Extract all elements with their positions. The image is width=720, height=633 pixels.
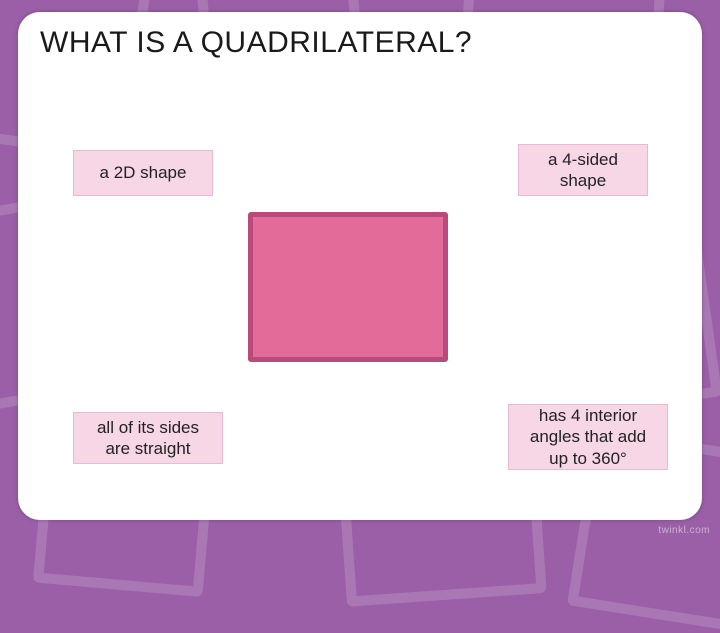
watermark: twinkl.com bbox=[658, 525, 710, 536]
fact-text: has 4 interior angles that add up to 360… bbox=[519, 405, 657, 469]
page-title: WHAT IS A QUADRILATERAL? bbox=[40, 26, 472, 60]
fact-text: a 2D shape bbox=[100, 162, 187, 183]
fact-box-4-sided: a 4-sided shape bbox=[518, 144, 648, 196]
fact-box-interior-angles: has 4 interior angles that add up to 360… bbox=[508, 404, 668, 470]
fact-box-2d-shape: a 2D shape bbox=[73, 150, 213, 196]
quadrilateral-example-rectangle bbox=[248, 212, 448, 362]
fact-text: all of its sides are straight bbox=[84, 417, 212, 460]
content-card: WHAT IS A QUADRILATERAL? a 2D shape a 4-… bbox=[18, 12, 702, 520]
fact-box-straight-sides: all of its sides are straight bbox=[73, 412, 223, 464]
fact-text: a 4-sided shape bbox=[529, 149, 637, 192]
